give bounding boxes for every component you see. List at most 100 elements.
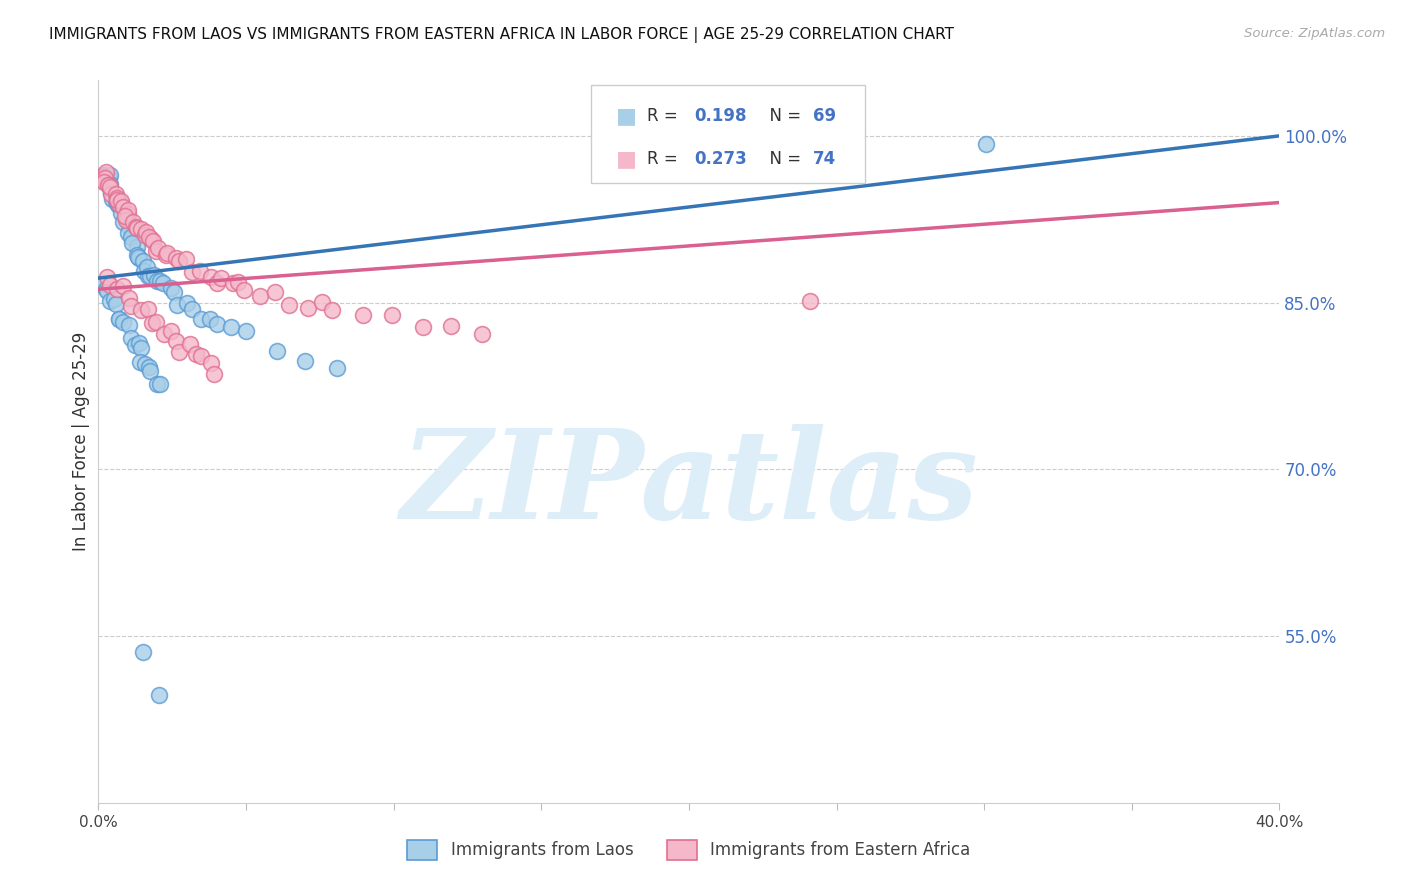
Point	[98, 178, 121, 193]
Point	[98, 293, 121, 308]
Point	[97, 178, 120, 192]
Point	[129, 341, 152, 355]
Point	[105, 196, 128, 211]
Text: ■: ■	[616, 149, 637, 169]
Point	[311, 295, 333, 310]
Point	[381, 308, 404, 322]
Point	[190, 311, 212, 326]
Point	[124, 338, 146, 352]
Point	[100, 186, 122, 201]
Point	[103, 293, 125, 307]
Point	[294, 354, 316, 368]
Point	[125, 221, 148, 235]
Point	[131, 222, 153, 236]
Point	[107, 196, 129, 211]
Point	[141, 316, 163, 330]
Point	[138, 359, 160, 374]
Point	[139, 364, 162, 378]
Point	[145, 274, 167, 288]
Point	[117, 212, 139, 227]
Point	[111, 200, 134, 214]
Point	[97, 170, 120, 185]
Point	[233, 284, 256, 298]
Point	[118, 318, 141, 332]
Point	[198, 311, 221, 326]
Point	[128, 335, 150, 350]
Point	[155, 246, 177, 260]
Point	[166, 298, 188, 312]
Point	[94, 165, 117, 179]
Point	[120, 331, 142, 345]
Point	[149, 275, 172, 289]
Point	[266, 344, 288, 359]
Point	[145, 315, 167, 329]
Point	[98, 278, 121, 293]
Point	[149, 377, 172, 392]
Point	[160, 281, 183, 295]
Point	[108, 198, 131, 212]
Point	[120, 299, 142, 313]
Point	[165, 334, 187, 348]
Text: 0.273: 0.273	[695, 150, 748, 168]
Point	[110, 196, 132, 211]
Point	[111, 279, 134, 293]
Point	[105, 297, 128, 311]
Point	[93, 176, 115, 190]
Point	[107, 198, 129, 212]
Point	[132, 254, 155, 268]
Point	[200, 269, 222, 284]
Point	[179, 337, 201, 351]
Point	[98, 168, 121, 182]
Text: N =: N =	[759, 150, 807, 168]
Point	[125, 239, 148, 253]
Point	[121, 215, 143, 229]
Point	[412, 319, 434, 334]
Point	[152, 277, 174, 291]
Point	[98, 180, 121, 194]
Point	[263, 285, 285, 299]
Point	[110, 206, 132, 220]
Point	[105, 282, 128, 296]
Point	[100, 186, 122, 201]
Point	[134, 264, 156, 278]
Point	[129, 303, 152, 318]
Point	[117, 213, 139, 227]
Point	[117, 203, 139, 218]
Point	[112, 215, 135, 229]
Point	[93, 168, 115, 182]
Text: ZIPatlas: ZIPatlas	[399, 424, 979, 546]
Point	[174, 252, 197, 267]
Point	[190, 349, 212, 363]
Point	[145, 244, 167, 259]
Point	[117, 207, 139, 221]
Point	[131, 645, 153, 659]
Point	[148, 241, 170, 255]
Text: Source: ZipAtlas.com: Source: ZipAtlas.com	[1244, 27, 1385, 40]
Text: 74: 74	[813, 150, 837, 168]
Point	[188, 264, 211, 278]
Point	[135, 260, 157, 275]
Point	[107, 312, 129, 326]
Point	[200, 356, 222, 370]
Text: N =: N =	[759, 107, 807, 125]
Point	[89, 169, 111, 184]
Point	[115, 212, 138, 227]
Point	[226, 275, 249, 289]
Point	[89, 277, 111, 292]
Text: R =: R =	[647, 107, 683, 125]
Point	[321, 302, 343, 317]
Point	[167, 345, 190, 359]
Point	[148, 689, 170, 703]
Point	[326, 360, 349, 375]
Point	[184, 347, 207, 361]
Point	[96, 284, 118, 298]
Point	[101, 192, 124, 206]
Point	[98, 180, 121, 194]
Point	[159, 324, 181, 338]
Point	[352, 308, 374, 322]
Point	[138, 230, 160, 244]
Point	[153, 327, 176, 342]
Point	[89, 172, 111, 186]
Y-axis label: In Labor Force | Age 25-29: In Labor Force | Age 25-29	[72, 332, 90, 551]
Point	[219, 319, 242, 334]
